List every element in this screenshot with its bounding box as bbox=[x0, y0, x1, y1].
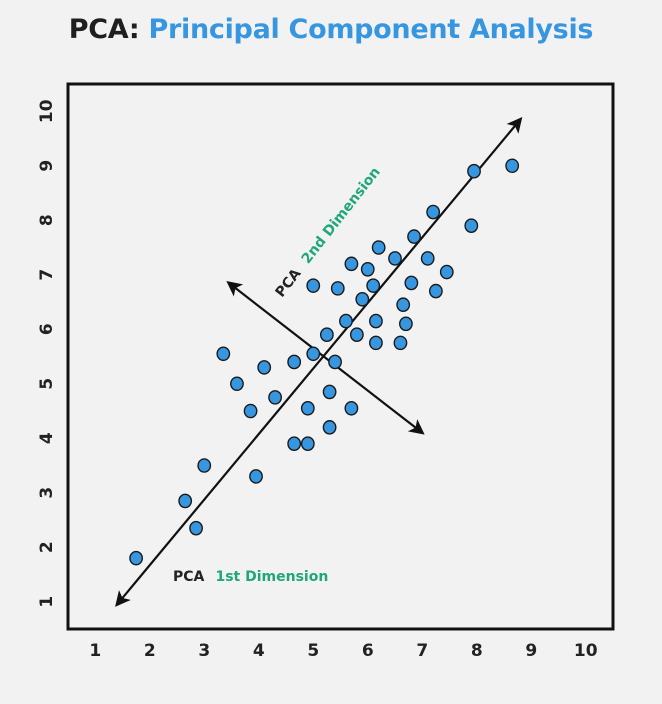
scatter-point bbox=[257, 360, 272, 375]
scatter-point bbox=[268, 390, 282, 405]
scatter-point bbox=[464, 218, 479, 233]
y-tick-label: 4 bbox=[37, 432, 57, 444]
x-tick-label: 7 bbox=[416, 641, 428, 661]
y-tick-label: 6 bbox=[37, 323, 57, 335]
title-prefix: PCA: bbox=[68, 14, 140, 45]
scatter-point bbox=[306, 278, 321, 293]
scatter-point bbox=[230, 376, 244, 392]
scatter-point bbox=[300, 436, 315, 452]
x-tick-label: 1 bbox=[89, 641, 101, 661]
scatter-point bbox=[243, 403, 258, 419]
scatter-point bbox=[404, 275, 419, 291]
chart-title: PCA: Principal Component Analysis bbox=[0, 14, 662, 45]
scatter-point bbox=[428, 283, 443, 299]
scatter-point bbox=[178, 493, 193, 509]
y-tick-label: 10 bbox=[37, 99, 57, 123]
pca-2nd-axis-arrow bbox=[226, 281, 425, 435]
x-tick-label: 3 bbox=[198, 641, 210, 661]
dimension-labels: PCA 1st Dimension PCA 2nd Dimension bbox=[173, 162, 384, 585]
y-tick-label: 1 bbox=[37, 596, 57, 608]
x-tick-label: 9 bbox=[525, 641, 537, 661]
scatter-point bbox=[426, 204, 441, 220]
scatter-point bbox=[388, 251, 402, 266]
scatter-point bbox=[344, 256, 359, 272]
scatter-point bbox=[393, 335, 408, 351]
data-points bbox=[129, 158, 520, 566]
scatter-point bbox=[216, 346, 231, 362]
scatter-point bbox=[369, 335, 383, 351]
x-tick-label: 2 bbox=[144, 641, 156, 661]
scatter-point bbox=[189, 520, 203, 536]
y-axis-tick-labels: 1 2 3 4 5 6 7 8 9 10 bbox=[37, 99, 57, 607]
pca-1st-dimension-label: PCA 1st Dimension bbox=[173, 566, 328, 585]
y-tick-label: 5 bbox=[37, 378, 57, 390]
x-tick-label: 10 bbox=[574, 641, 598, 661]
scatter-point bbox=[344, 400, 359, 416]
pca-2nd-dimension-label: PCA 2nd Dimension bbox=[270, 162, 384, 300]
y-tick-label: 3 bbox=[37, 487, 57, 499]
scatter-point bbox=[371, 240, 386, 255]
y-tick-label: 2 bbox=[37, 541, 57, 553]
scatter-point bbox=[300, 400, 315, 416]
scatter-point bbox=[355, 291, 370, 307]
pca-arrows bbox=[115, 117, 523, 607]
x-tick-label: 8 bbox=[471, 641, 483, 661]
scatter-point bbox=[398, 316, 413, 332]
scatter-point bbox=[339, 313, 353, 329]
scatter-point bbox=[439, 264, 454, 280]
scatter-point bbox=[366, 278, 381, 293]
scatter-point bbox=[396, 297, 411, 313]
title-main: Principal Component Analysis bbox=[148, 14, 594, 45]
pca-1st-label-name: 1st Dimension bbox=[215, 569, 328, 585]
scatter-point bbox=[129, 550, 144, 566]
x-axis-tick-labels: 1 2 3 4 5 6 7 8 9 10 bbox=[89, 641, 597, 661]
scatter-point bbox=[369, 313, 383, 329]
scatter-point bbox=[322, 420, 337, 435]
scatter-point bbox=[287, 436, 302, 452]
scatter-point bbox=[420, 251, 435, 266]
scatter-point bbox=[407, 229, 421, 244]
scatter-point bbox=[319, 327, 334, 343]
y-tick-label: 9 bbox=[37, 160, 57, 172]
scatter-point bbox=[349, 327, 364, 343]
scatter-point bbox=[467, 163, 481, 179]
pca-1st-axis-arrow bbox=[115, 117, 523, 607]
pca-1st-label-prefix: PCA bbox=[173, 569, 205, 585]
y-tick-label: 7 bbox=[37, 269, 57, 281]
plot-frame bbox=[66, 82, 615, 631]
scatter-point bbox=[330, 281, 345, 296]
scatter-point bbox=[505, 158, 520, 174]
x-tick-label: 6 bbox=[362, 641, 374, 661]
scatter-point bbox=[197, 458, 212, 473]
y-tick-label: 8 bbox=[37, 214, 57, 226]
pca-2nd-label-prefix: PCA bbox=[273, 266, 305, 301]
pca-2nd-label-name: 2nd Dimension bbox=[299, 164, 384, 267]
x-tick-label: 5 bbox=[307, 641, 319, 661]
scatter-point bbox=[287, 354, 302, 370]
scatter-point bbox=[360, 261, 375, 277]
scatter-point bbox=[249, 469, 263, 484]
scatter-point bbox=[322, 384, 337, 400]
scatter-point bbox=[328, 354, 342, 370]
x-tick-label: 4 bbox=[253, 641, 265, 661]
scatter-point bbox=[306, 346, 321, 362]
